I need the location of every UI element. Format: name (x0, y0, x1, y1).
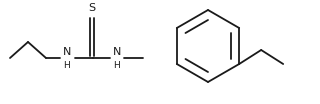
Text: S: S (88, 3, 96, 13)
Text: N: N (113, 47, 121, 57)
Text: H: H (64, 61, 70, 71)
Text: H: H (114, 61, 120, 71)
Text: N: N (63, 47, 71, 57)
